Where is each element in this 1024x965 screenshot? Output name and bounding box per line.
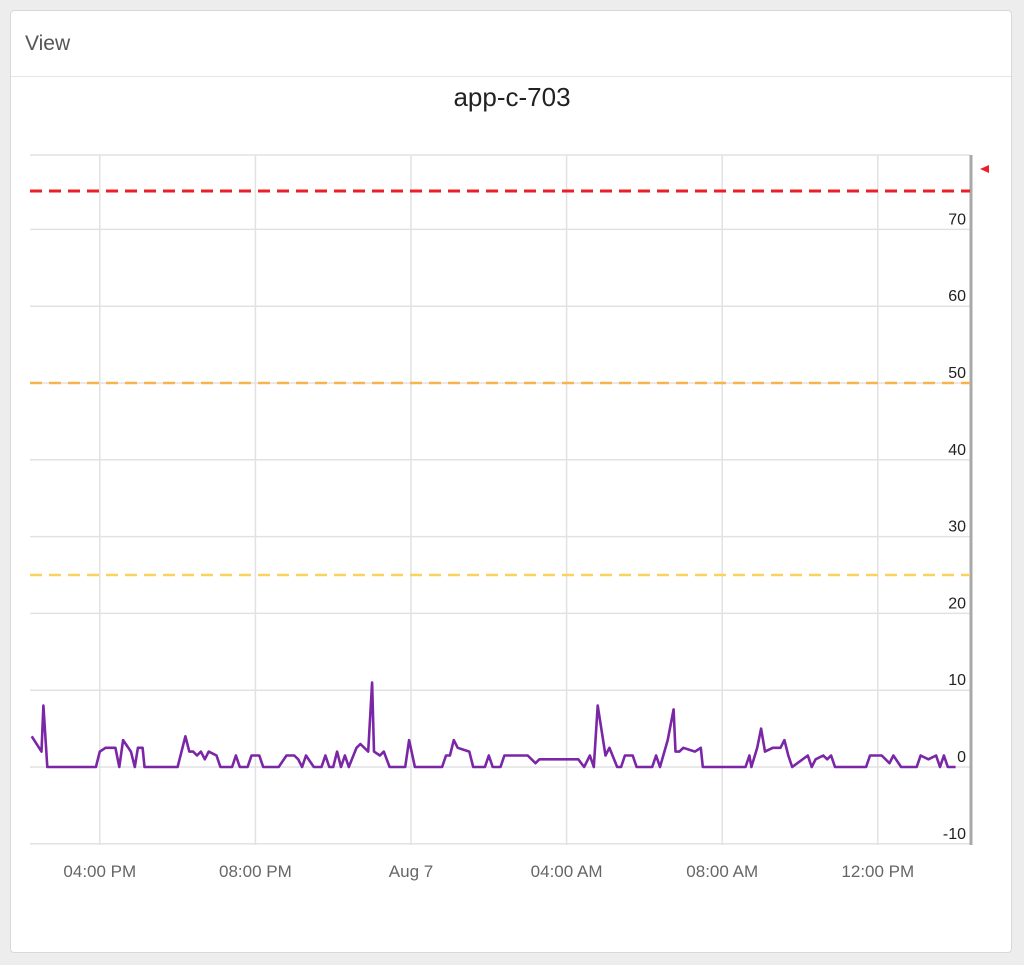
y-tick-label: 0 bbox=[957, 749, 966, 766]
y-tick-label: -10 bbox=[943, 826, 966, 843]
y-tick-label: 70 bbox=[948, 211, 966, 228]
series-line bbox=[30, 681, 956, 769]
panel-title: View bbox=[25, 31, 71, 55]
x-tick-label: 12:00 PM bbox=[841, 862, 914, 881]
y-tick-label: 20 bbox=[948, 595, 966, 612]
x-tick-label: 08:00 PM bbox=[219, 862, 292, 881]
x-tick-label: 04:00 AM bbox=[531, 862, 603, 881]
y-tick-label: 10 bbox=[948, 672, 966, 689]
chart-title: app-c-703 bbox=[453, 82, 571, 112]
chart-panel: View bbox=[10, 10, 1012, 953]
x-tick-label: Aug 7 bbox=[389, 862, 433, 881]
y-tick-label: 30 bbox=[948, 519, 966, 536]
y-tick-label: 60 bbox=[948, 288, 966, 305]
x-tick-label: 04:00 PM bbox=[63, 862, 136, 881]
panel-header: View bbox=[11, 11, 1011, 77]
y-tick-label: 50 bbox=[948, 365, 966, 382]
y-tick-label: 40 bbox=[948, 442, 966, 459]
x-tick-label: 08:00 AM bbox=[686, 862, 758, 881]
threshold-marker-icon bbox=[980, 165, 989, 173]
